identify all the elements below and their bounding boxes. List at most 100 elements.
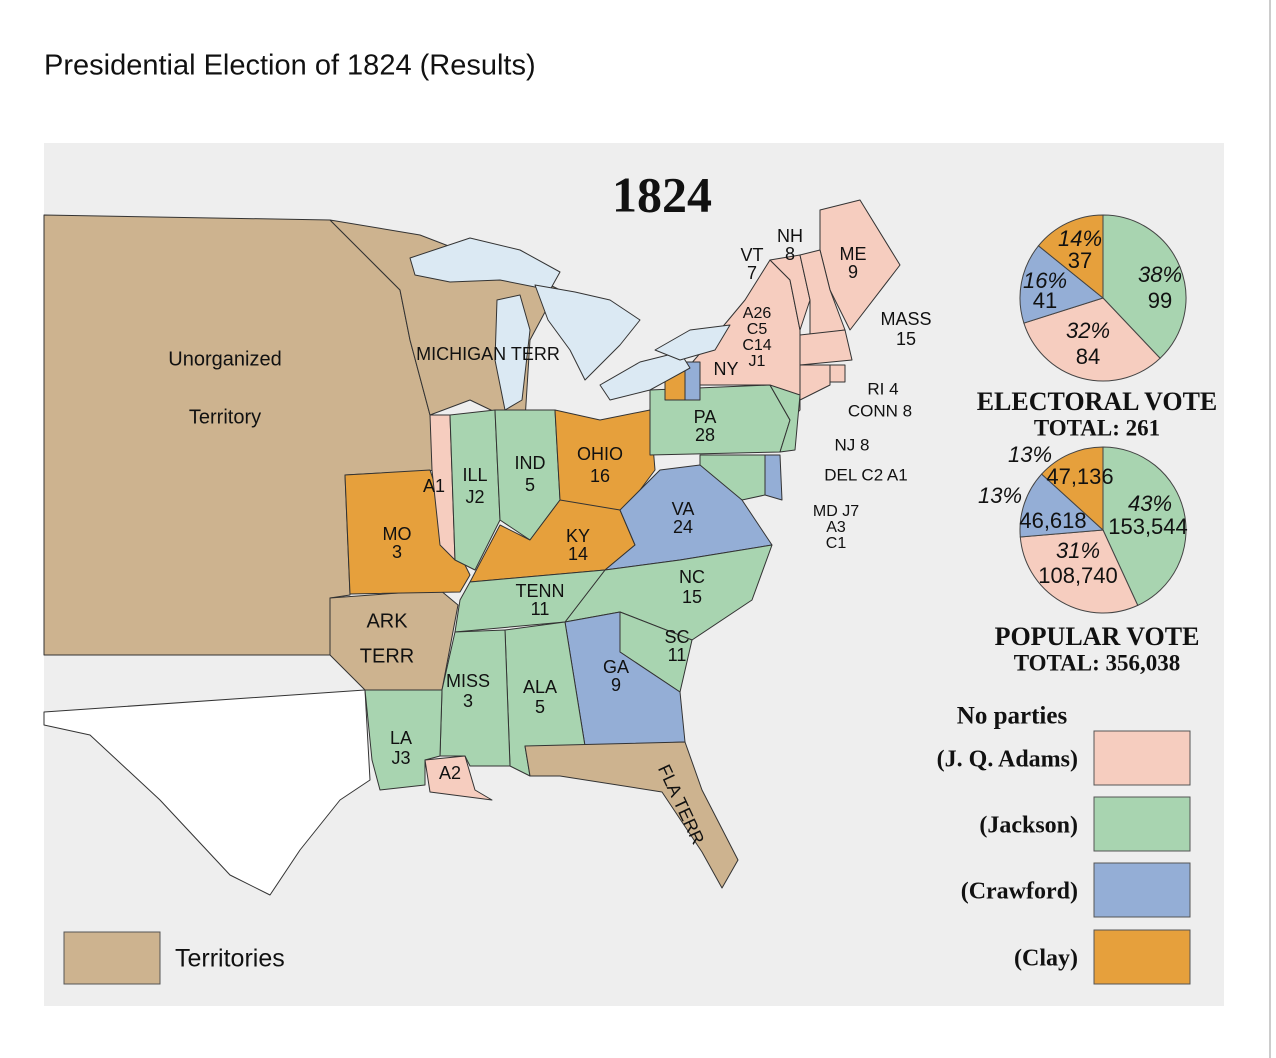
state-label: ARK xyxy=(366,610,408,632)
slice-votes: 46,618 xyxy=(1019,508,1086,533)
map-region xyxy=(524,741,739,889)
map-region xyxy=(764,454,783,501)
state-label: 11 xyxy=(531,599,550,619)
slice-votes: 37 xyxy=(1068,248,1092,273)
state-label: J2 xyxy=(465,487,484,507)
state-label: ILL xyxy=(462,465,487,485)
map-region xyxy=(439,629,511,767)
map-region xyxy=(769,254,811,331)
state-label: MD J7 xyxy=(813,503,859,520)
slice-votes: 41 xyxy=(1033,288,1057,313)
pie-total: TOTAL: 356,038 xyxy=(1014,650,1181,675)
state-label: ALA xyxy=(523,677,557,697)
slice-percent: 13% xyxy=(1008,442,1052,467)
legend-label: (Jackson) xyxy=(979,813,1078,839)
map-region xyxy=(424,755,493,801)
state-label: 3 xyxy=(463,691,473,711)
map-title: 1824 xyxy=(612,166,712,222)
state-label: NY xyxy=(713,359,738,379)
page-title: Presidential Election of 1824 (Results) xyxy=(44,50,536,82)
pie-slice xyxy=(1040,446,1104,532)
state-label: 28 xyxy=(695,425,715,445)
state-label: C1 xyxy=(826,535,847,552)
legend-label: (Clay) xyxy=(1014,946,1078,972)
state-label: Territory xyxy=(189,406,261,428)
state-label: 8 xyxy=(785,244,795,264)
slice-percent: 14% xyxy=(1058,226,1102,251)
state-label: NJ 8 xyxy=(835,435,870,454)
state-label: ME xyxy=(840,244,867,264)
map-region xyxy=(454,569,606,633)
map-region xyxy=(599,351,691,401)
state-label: 16 xyxy=(590,466,610,486)
state-label: 5 xyxy=(525,475,535,495)
pie-slice xyxy=(1102,214,1187,359)
state-label: 9 xyxy=(611,675,621,695)
state-label: MICHIGAN TERR xyxy=(416,344,560,364)
state-label: OHIO xyxy=(577,444,623,464)
state-label: MISS xyxy=(446,671,490,691)
map-region xyxy=(494,294,531,411)
slice-votes: 84 xyxy=(1076,344,1100,369)
pie-heading: POPULAR VOTE xyxy=(995,622,1200,651)
map-region xyxy=(654,324,731,361)
state-label: LA xyxy=(390,728,412,748)
state-label: TERR xyxy=(360,645,414,667)
state-label: DEL C2 A1 xyxy=(824,465,907,484)
pie-slice xyxy=(1102,446,1187,607)
slice-percent: 13% xyxy=(978,483,1022,508)
state-label: VA xyxy=(672,499,695,519)
state-label: KY xyxy=(566,526,590,546)
legend-label: (Crawford) xyxy=(961,879,1078,905)
state-label: SC xyxy=(664,627,689,647)
pie-slice xyxy=(1023,297,1161,382)
state-label: 14 xyxy=(568,544,588,564)
state-label: J1 xyxy=(749,353,766,370)
state-label: J3 xyxy=(391,748,410,768)
legend-swatch xyxy=(1093,730,1191,786)
slice-votes: 108,740 xyxy=(1038,563,1118,588)
legend-heading: No parties xyxy=(957,703,1068,730)
legend-swatch xyxy=(63,931,161,985)
legend-label: (J. Q. Adams) xyxy=(937,747,1078,773)
state-label: 15 xyxy=(682,587,702,607)
map-region xyxy=(534,284,641,381)
slice-percent: 32% xyxy=(1066,318,1110,343)
pie-slice xyxy=(1019,245,1105,324)
map-region xyxy=(799,364,831,401)
legend-swatch xyxy=(1093,862,1191,918)
legend-swatch xyxy=(1093,929,1191,985)
state-label: C14 xyxy=(742,337,771,354)
slice-percent: 43% xyxy=(1128,491,1172,516)
state-label: C5 xyxy=(747,321,768,338)
pie-slice xyxy=(1019,529,1139,614)
slice-votes: 47,136 xyxy=(1046,464,1113,489)
state-label: A2 xyxy=(439,763,461,783)
legend-label: Territories xyxy=(175,945,285,973)
state-label: MO xyxy=(383,524,412,544)
map-region xyxy=(684,361,701,401)
slice-percent: 31% xyxy=(1056,538,1100,563)
pie-slice xyxy=(1019,473,1105,538)
state-label: GA xyxy=(603,657,629,677)
map-region xyxy=(829,364,846,383)
state-label: PA xyxy=(694,407,717,427)
state-label: 3 xyxy=(392,542,402,562)
map-region xyxy=(364,689,443,791)
map-regions xyxy=(43,199,901,896)
state-label: IND xyxy=(515,453,546,473)
slice-votes: 153,544 xyxy=(1108,514,1188,539)
state-label: MASS xyxy=(880,309,931,329)
legend-swatch xyxy=(1093,796,1191,852)
pie-total: TOTAL: 261 xyxy=(1034,415,1160,440)
state-label: 7 xyxy=(747,263,757,283)
map-region xyxy=(449,409,501,571)
state-label: 5 xyxy=(535,697,545,717)
pie-heading: ELECTORAL VOTE xyxy=(977,387,1218,416)
map-region xyxy=(429,414,456,561)
map-region xyxy=(799,329,853,366)
state-label: A1 xyxy=(423,476,445,496)
map-region xyxy=(43,689,371,896)
